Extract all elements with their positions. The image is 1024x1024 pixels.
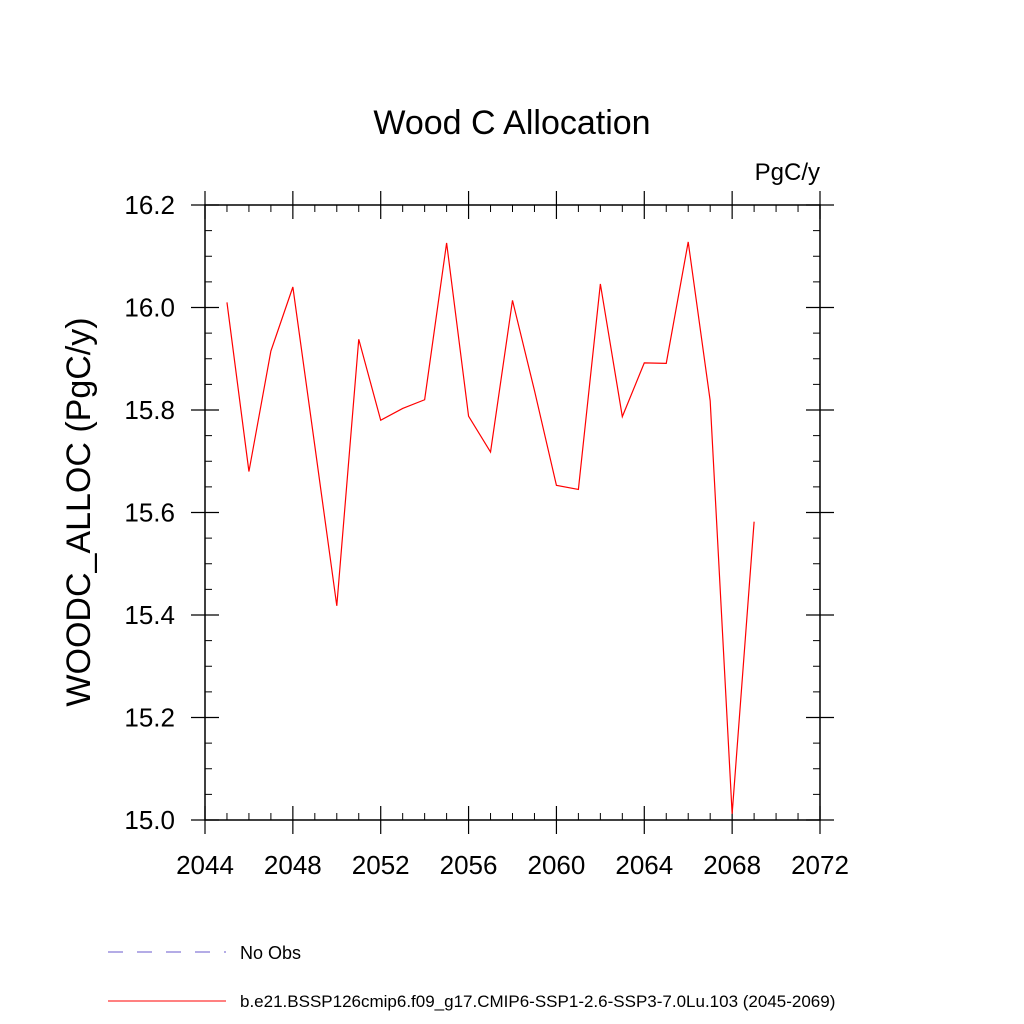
y-tick-label: 15.6 xyxy=(124,498,175,528)
x-tick-label: 2072 xyxy=(791,850,849,880)
x-tick-label: 2068 xyxy=(703,850,761,880)
y-tick-label: 15.8 xyxy=(124,395,175,425)
x-tick-label: 2044 xyxy=(176,850,234,880)
x-tick-label: 2060 xyxy=(528,850,586,880)
axis-ticks xyxy=(191,191,834,834)
legend-no-obs-label: No Obs xyxy=(240,943,301,963)
y-tick-label: 16.2 xyxy=(124,190,175,220)
chart-title: Wood C Allocation xyxy=(373,104,650,142)
units-label: PgC/y xyxy=(755,159,820,186)
x-tick-label: 2056 xyxy=(440,850,498,880)
series-line xyxy=(226,241,755,814)
axis-tick-labels: 2044 2048 2052 2056 2060 2064 2068 2072 15.0 15.2… xyxy=(124,190,849,880)
x-tick-label: 2064 xyxy=(615,850,673,880)
y-tick-label: 15.4 xyxy=(124,600,175,630)
y-axis-label: WOODC_ALLOC (PgC/y) xyxy=(60,317,98,706)
x-tick-label: 2048 xyxy=(264,850,322,880)
legend-run-label: b.e21.BSSP126cmip6.f09_g17.CMIP6-SSP1-2.… xyxy=(240,992,835,1011)
y-tick-label: 15.0 xyxy=(124,805,175,835)
y-tick-label: 15.2 xyxy=(124,703,175,733)
series-layer xyxy=(226,241,755,814)
y-tick-label: 16.0 xyxy=(124,293,175,323)
legend: No Obs b.e21.BSSP126cmip6.f09_g17.CMIP6-… xyxy=(108,943,835,1011)
x-tick-label: 2052 xyxy=(352,850,410,880)
